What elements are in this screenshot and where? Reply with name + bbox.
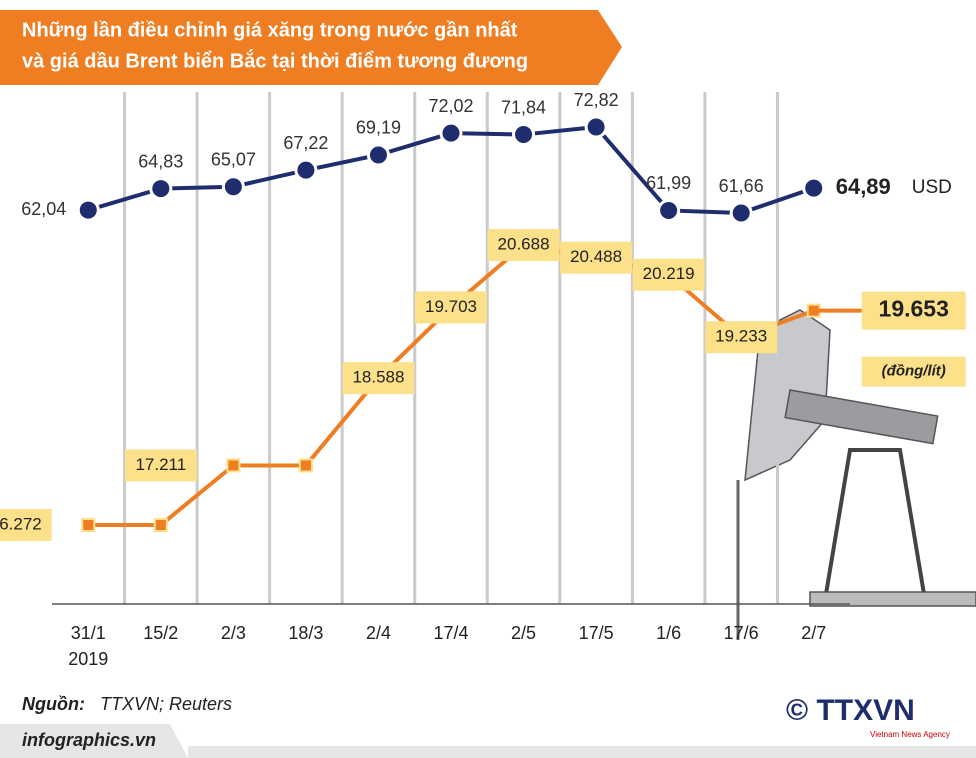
footer: infographics.vn	[22, 730, 156, 750]
label-box	[705, 321, 778, 354]
label-box	[861, 291, 966, 330]
point	[439, 121, 463, 145]
point	[584, 115, 608, 139]
label-box	[0, 509, 52, 541]
unit-label: USD	[912, 177, 952, 198]
point	[76, 198, 100, 222]
source: TTXVN; Reuters	[100, 694, 232, 714]
value-label: 18.588	[352, 368, 404, 387]
point	[366, 143, 390, 167]
value-label: 64,89	[836, 174, 891, 199]
label-box	[487, 229, 560, 261]
footer-band	[0, 724, 188, 758]
label-box	[632, 258, 705, 291]
x-tick-label: 31/1	[71, 623, 106, 643]
value-label: 64,83	[138, 151, 183, 171]
point	[153, 518, 168, 532]
value-label: 72,02	[428, 96, 473, 116]
chart-title: Những lần điều chỉnh giá xăng trong nước…	[22, 19, 518, 41]
point	[657, 198, 681, 222]
x-tick-label: 2/4	[366, 623, 391, 643]
label-box	[124, 449, 197, 482]
point	[729, 201, 753, 225]
value-label: 20.219	[643, 264, 695, 283]
value-label: 71,84	[501, 97, 546, 117]
x-tick-label: 2/5	[511, 623, 536, 643]
unit-box	[861, 356, 966, 387]
x-tick-label: 17/5	[579, 623, 614, 643]
logo: © TTXVN	[786, 694, 915, 727]
unit-label: (đồng/lít)	[882, 363, 946, 380]
point	[149, 177, 173, 201]
x-tick-label: 2/7	[801, 623, 826, 643]
point	[512, 123, 536, 147]
logo-sub: Vietnam News Agency	[870, 730, 950, 739]
value-label: 20.488	[570, 247, 622, 266]
point	[298, 458, 313, 473]
value-label: 61,99	[646, 173, 691, 193]
x-tick-label: 17/6	[724, 623, 759, 643]
value-label: 65,07	[211, 149, 256, 169]
point	[802, 176, 826, 200]
point	[226, 458, 241, 473]
value-label: 17.211	[135, 455, 186, 474]
x-year-label: 2019	[68, 649, 108, 669]
value-label: 19.653	[879, 296, 949, 322]
x-tick-label: 2/3	[221, 623, 246, 643]
x-tick-label: 17/4	[433, 623, 468, 643]
point	[81, 518, 96, 532]
point	[221, 175, 245, 199]
chart-title: và giá dầu Brent biển Bắc tại thời điểm …	[22, 48, 528, 72]
value-label: 19.703	[425, 297, 477, 316]
x-tick-label: 18/3	[288, 623, 323, 643]
x-tick-label: 15/2	[143, 623, 178, 643]
label-box	[560, 241, 633, 274]
value-label: 62,04	[21, 199, 66, 219]
label-box	[415, 291, 487, 324]
footer-line	[188, 746, 976, 758]
point	[294, 158, 318, 182]
value-label: 19.233	[715, 327, 767, 346]
value-label: 72,82	[574, 90, 619, 110]
value-label: 61,66	[719, 176, 764, 196]
label-box	[342, 362, 415, 395]
title-banner	[0, 10, 622, 85]
value-label: 20.688	[498, 234, 550, 253]
value-label: 69,19	[356, 118, 401, 138]
x-tick-label: 1/6	[656, 623, 681, 643]
source-label: Nguồn:	[22, 694, 85, 714]
value-label: 16.272	[0, 514, 42, 533]
value-label: 67,22	[283, 133, 328, 153]
